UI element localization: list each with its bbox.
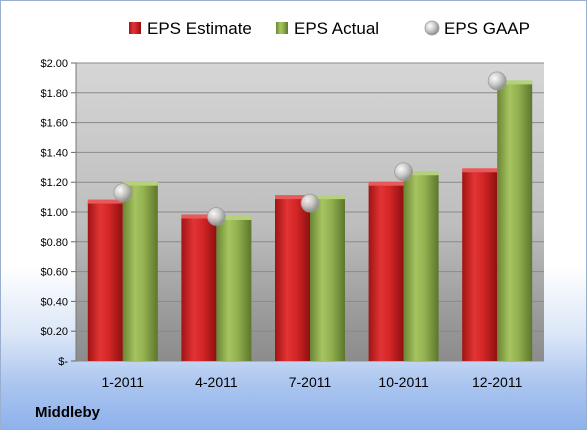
legend: EPS Estimate EPS Actual EPS GAAP [129,19,530,38]
bar-eps-estimate [87,201,123,361]
x-tick-label: 7-2011 [289,374,332,390]
bar-eps-actual [310,197,345,361]
bar-eps-estimate-top [462,168,498,173]
legend-marker-eps-estimate [129,22,141,34]
y-tick-label: $0.80 [40,237,68,249]
gaap-points [113,71,507,226]
x-tick-label: 1-2011 [102,374,145,390]
bar-eps-estimate-top [181,214,217,219]
legend-marker-eps-actual [276,22,288,34]
bar-eps-estimate [368,183,404,361]
legend-label: EPS Estimate [147,19,252,38]
bar-eps-actual-top [497,80,533,85]
bar-eps-estimate-top [368,181,404,186]
point-eps-gaap [487,71,507,91]
bar-eps-estimate-top [275,195,310,200]
point-eps-gaap [113,183,133,203]
bar-eps-actual-top [310,195,345,200]
y-tick-label: $0.20 [40,326,68,338]
y-tick-label: $1.80 [40,88,68,100]
y-tick-label: $0.60 [40,267,68,279]
y-tick-label: $1.20 [40,177,68,189]
bar-eps-actual [216,217,252,361]
bar-eps-actual [403,173,439,361]
y-tick-label: $1.00 [40,207,68,219]
legend-label: EPS Actual [294,19,379,38]
x-axis: 1-2011 4-2011 7-2011 10-2011 12-2011 [102,374,523,390]
x-tick-label: 4-2011 [195,374,238,390]
point-eps-gaap [206,207,226,226]
bar-eps-actual [122,183,158,361]
x-tick-label: 10-2011 [378,374,429,390]
bar-eps-actual-top [403,171,439,176]
legend-marker-eps-gaap [424,20,440,36]
bar-eps-estimate-top [87,199,123,204]
company-label: Middleby [35,404,101,421]
bar-eps-actual-top [216,215,252,220]
x-tick-label: 12-2011 [472,374,523,390]
point-eps-gaap [394,162,414,182]
y-tick-label: $- [58,356,68,368]
y-tick-label: $0.40 [40,296,68,308]
y-tick-label: $1.60 [40,118,68,130]
bar-eps-estimate [462,170,498,361]
point-eps-gaap [300,193,320,213]
bar-eps-estimate [181,216,217,361]
bar-eps-actual-top [122,181,158,186]
legend-label: EPS GAAP [444,19,530,38]
y-axis: $- $0.20 $0.40 $0.60 $0.80 $1.00 $1.20 $1.40 $1.… [40,58,77,368]
y-tick-label: $2.00 [40,58,68,70]
bar-eps-actual [497,82,533,362]
bar-eps-estimate [275,197,310,361]
bars [87,80,533,362]
y-tick-label: $1.40 [40,147,68,159]
